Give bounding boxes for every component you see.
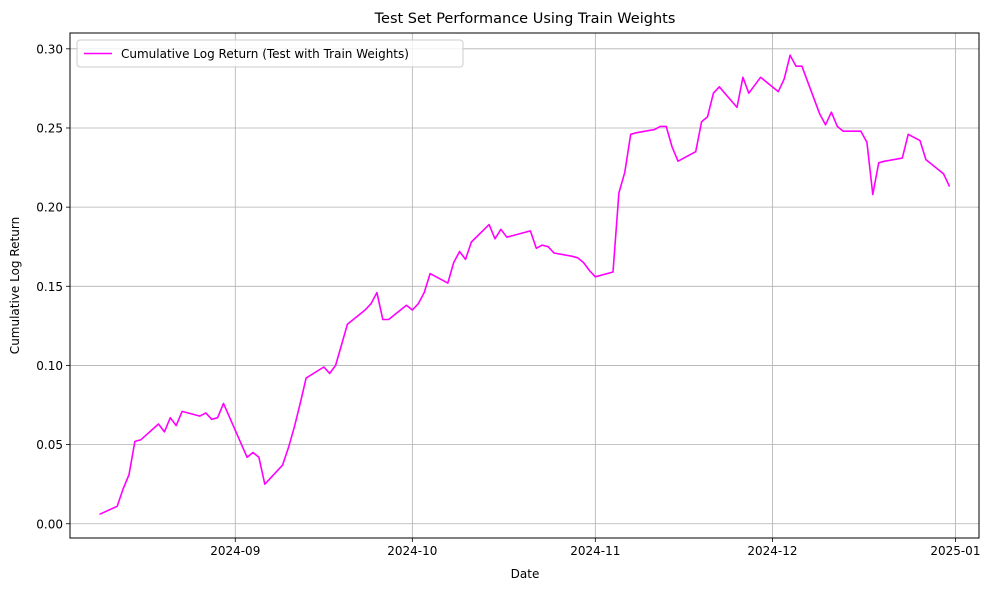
- x-axis: 2024-09 2024-10 2024-11 2024-12 2025-01: [210, 538, 980, 558]
- legend-label: Cumulative Log Return (Test with Train W…: [121, 47, 409, 61]
- x-tick-label: 2024-12: [747, 544, 797, 558]
- y-tick-label: 0.15: [36, 280, 63, 294]
- plot-frame: [69, 32, 980, 539]
- x-tick-label: 2024-10: [387, 544, 437, 558]
- y-axis: 0.00 0.05 0.10 0.15 0.20 0.25 0.30: [36, 42, 70, 531]
- series-layer: [99, 54, 951, 516]
- series-line: [99, 54, 951, 516]
- y-tick-label: 0.05: [36, 438, 63, 452]
- y-tick-label: 0.20: [36, 201, 63, 215]
- y-tick-label: 0.10: [36, 359, 63, 373]
- y-tick-label: 0.30: [36, 42, 63, 56]
- legend-box: [76, 39, 464, 68]
- legend: Cumulative Log Return (Test with Train W…: [76, 39, 464, 68]
- x-tick-label: 2025-01: [930, 544, 980, 558]
- chart-title: Test Set Performance Using Train Weights: [374, 11, 676, 27]
- grid: [70, 33, 979, 538]
- y-tick-label: 0.00: [36, 517, 63, 531]
- y-tick-label: 0.25: [36, 121, 63, 135]
- x-tick-label: 2024-09: [210, 544, 260, 558]
- x-axis-label: Date: [511, 567, 540, 581]
- x-tick-label: 2024-11: [570, 544, 620, 558]
- y-axis-label: Cumulative Log Return: [8, 217, 22, 354]
